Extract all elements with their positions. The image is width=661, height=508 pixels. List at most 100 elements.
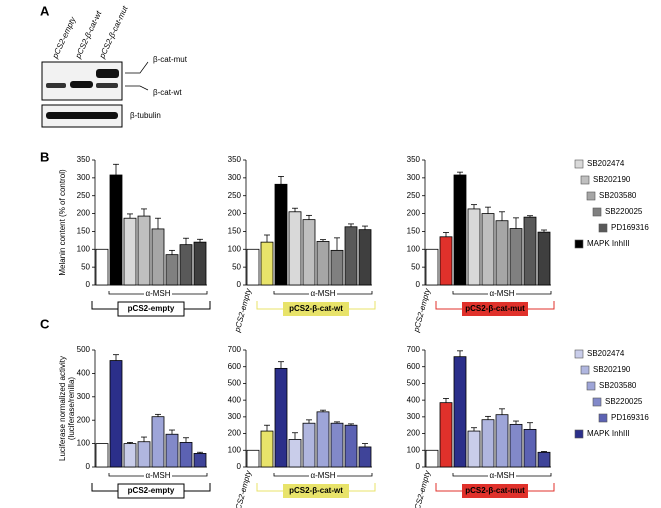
y-tick-label: 500 (77, 345, 91, 354)
bar (425, 248, 439, 286)
bar (481, 419, 495, 468)
bar (467, 208, 481, 286)
y-tick-label: 200 (407, 209, 421, 218)
legend-label: MAPK InhIII (587, 239, 630, 248)
bar (523, 428, 537, 468)
bar (151, 416, 165, 468)
lane-label: pCS2-β-cat-mut (97, 4, 130, 61)
alpha-label-bg (309, 289, 337, 299)
group-label-box (283, 484, 349, 498)
legend-swatch (592, 207, 602, 217)
bar (453, 174, 467, 286)
bar (260, 430, 274, 468)
bar (109, 174, 123, 286)
alpha-label: α-MSH (145, 289, 170, 298)
y-tick-label: 600 (407, 362, 421, 371)
y-tick-label: 100 (77, 439, 91, 448)
bar (509, 228, 523, 286)
bar (288, 439, 302, 468)
y-tick-label: 300 (77, 173, 91, 182)
y-tick-label: 350 (77, 155, 91, 164)
y-tick-label: 0 (86, 280, 91, 289)
legend-label: PD169316 (611, 413, 649, 422)
y-tick-label: 200 (228, 209, 242, 218)
legend-label: SB220025 (605, 207, 643, 216)
y-tick-label: 100 (407, 244, 421, 253)
panel-letter: C (40, 316, 50, 331)
y-axis-label: Melanin content (% of control) (58, 169, 67, 276)
legend-swatch (598, 223, 608, 233)
y-tick-label: 0 (237, 462, 242, 471)
legend-swatch (586, 381, 596, 391)
y-tick-label: 200 (77, 209, 91, 218)
y-tick-label: 400 (77, 369, 91, 378)
y-tick-label: 350 (228, 155, 242, 164)
bar (495, 220, 509, 286)
group-label-box (462, 484, 528, 498)
y-tick-label: 250 (407, 191, 421, 200)
y-tick-label: 300 (228, 173, 242, 182)
y-tick-label: 50 (81, 262, 90, 271)
y-tick-label: 100 (77, 244, 91, 253)
y-tick-label: 0 (237, 280, 242, 289)
bar (137, 215, 151, 286)
bar (165, 433, 179, 468)
x-tick-label: pCS2-empty (412, 469, 433, 508)
bar (151, 228, 165, 286)
y-tick-label: 200 (228, 429, 242, 438)
bar (246, 449, 260, 468)
bar (302, 219, 316, 286)
y-tick-label: 300 (407, 173, 421, 182)
panel-letter: B (40, 149, 49, 164)
bar (123, 217, 137, 286)
group-label: pCS2-β-cat-mut (465, 486, 525, 495)
group-label: pCS2-β-cat-wt (289, 486, 343, 495)
alpha-label-bg (309, 471, 337, 481)
bar (439, 402, 453, 468)
bar (358, 229, 372, 286)
legend-swatch (574, 239, 584, 249)
legend-swatch (586, 191, 596, 201)
bar (95, 248, 109, 286)
y-tick-label: 700 (228, 345, 242, 354)
bar (179, 442, 193, 468)
bar (274, 367, 288, 468)
bar (330, 249, 344, 286)
legend-label: PD169316 (611, 223, 649, 232)
y-tick-label: 350 (407, 155, 421, 164)
y-axis-label: (luciferase/renilla) (67, 377, 76, 440)
group-label-box (283, 302, 349, 316)
legend-swatch (574, 349, 584, 359)
bar (481, 213, 495, 286)
alpha-label-bg (488, 471, 516, 481)
bar (537, 231, 551, 286)
y-axis-label: Luciferase normalized activity (58, 356, 67, 461)
alpha-label: α-MSH (145, 471, 170, 480)
y-tick-label: 0 (416, 462, 421, 471)
y-tick-label: 50 (232, 262, 241, 271)
bar (95, 443, 109, 468)
legend-swatch (574, 159, 584, 169)
legend-label: SB202474 (587, 159, 625, 168)
y-tick-label: 300 (228, 412, 242, 421)
alpha-label: α-MSH (310, 289, 335, 298)
x-tick-label: pCS2-empty (233, 469, 254, 508)
y-tick-label: 50 (411, 262, 420, 271)
legend-swatch (574, 429, 584, 439)
bar (193, 241, 207, 286)
bar (123, 443, 137, 468)
bar (467, 430, 481, 468)
bar (246, 248, 260, 286)
bar (316, 411, 330, 468)
group-label: pCS2-empty (128, 486, 175, 495)
y-tick-label: 400 (228, 395, 242, 404)
bar (344, 424, 358, 468)
bar (537, 451, 551, 468)
y-tick-label: 250 (77, 191, 91, 200)
alpha-label-bg (144, 289, 172, 299)
legend-swatch (580, 365, 590, 375)
legend-label: SB220025 (605, 397, 643, 406)
band (46, 112, 118, 119)
bar (495, 414, 509, 468)
y-tick-label: 150 (407, 227, 421, 236)
